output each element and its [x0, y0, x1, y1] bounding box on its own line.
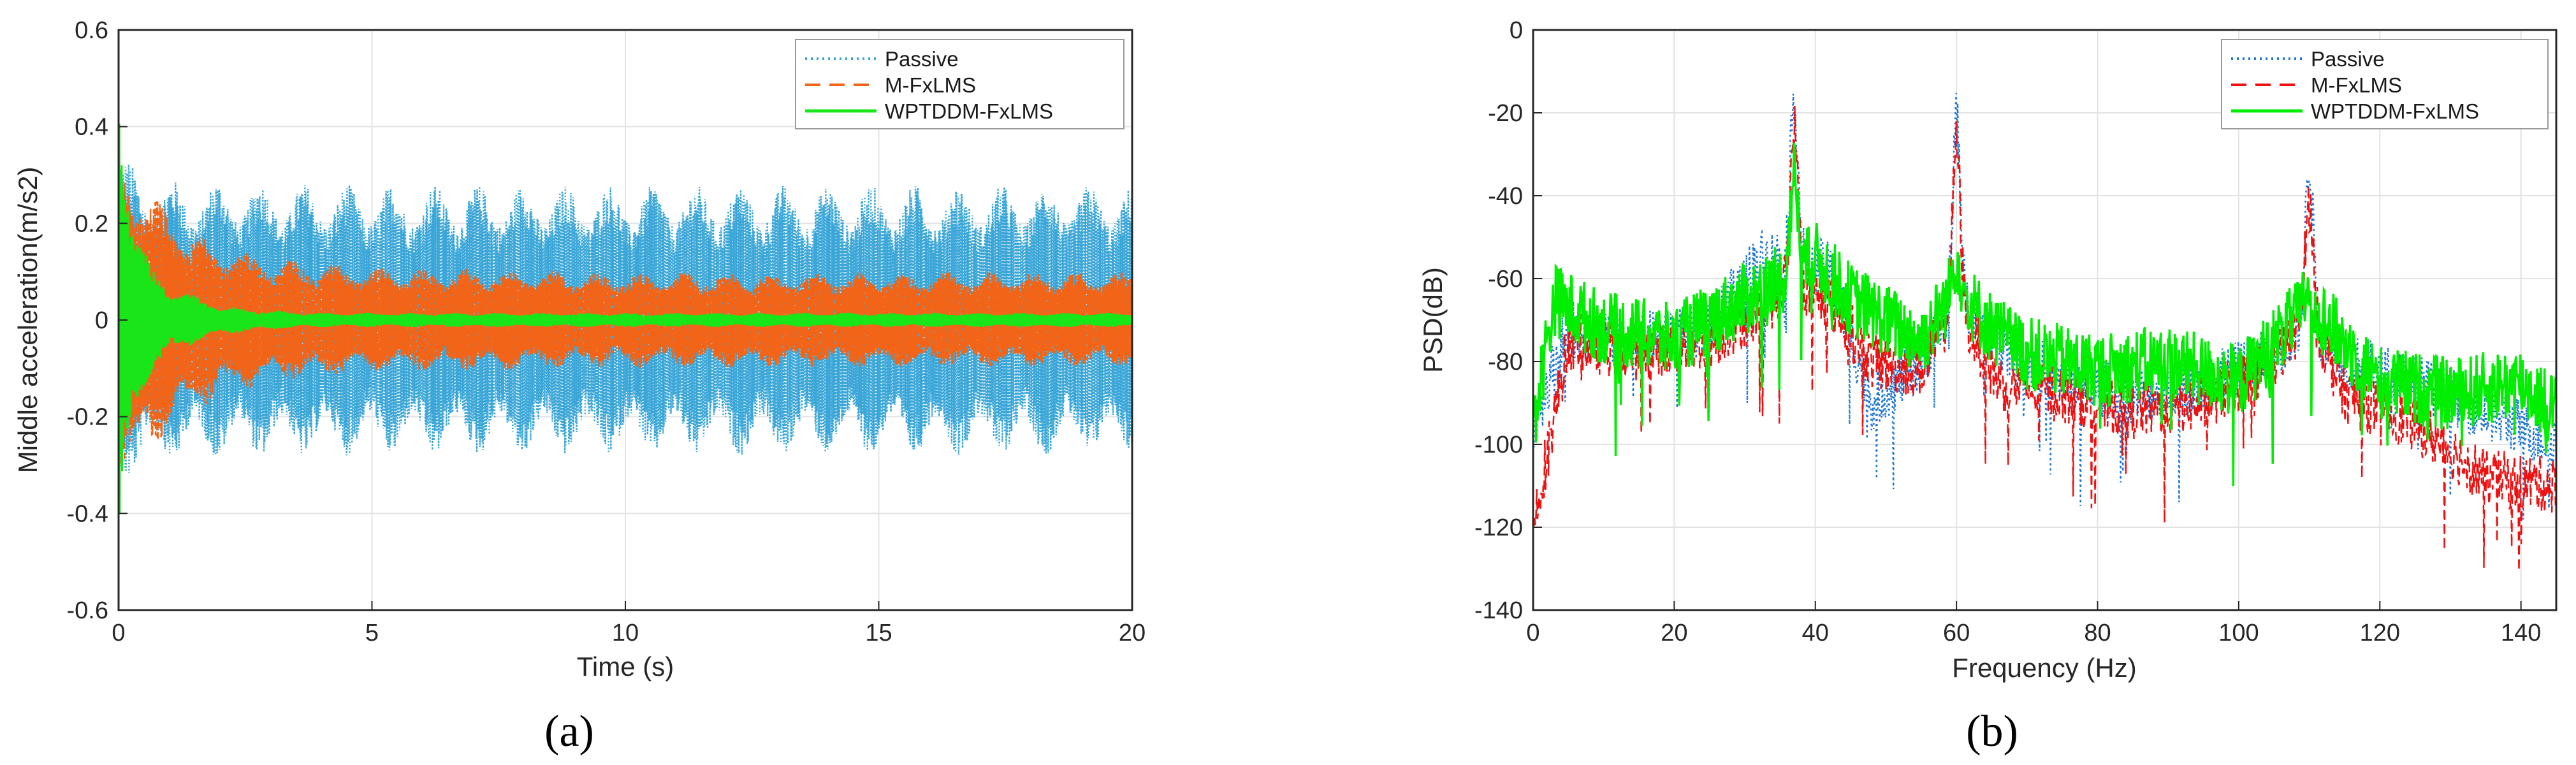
chart-b-1-ytick-label: -100 [1474, 432, 1523, 458]
chart-b-legend-label-passive: Passive [2311, 47, 2385, 71]
chart-a-0-ytick-label: -0.4 [67, 500, 108, 527]
chart-b-ylabel: PSD(dB) [1418, 267, 1448, 373]
chart-b: 0 20 40 60 80 100 120 140 -140 -120 -100 -80 -60 -40 -… [1418, 17, 2558, 756]
chart-a-ylabel: Middle acceleration(m/s2) [13, 167, 43, 474]
chart-a-legend-label-mfxlms: M-FxLMS [885, 73, 976, 97]
chart-a-0-xtick-label: 0 [112, 620, 125, 646]
chart-b-1-ytick-label: -40 [1488, 183, 1523, 210]
chart-b-1-xtick-label: 0 [1526, 620, 1539, 646]
chart-b-1-xtick-label: 140 [2501, 620, 2541, 646]
chart-a-0-xtick-label: 5 [365, 620, 379, 646]
chart-b-1-ytick-label: 0 [1510, 17, 1523, 44]
chart-b-traces [1532, 92, 2558, 571]
chart-a-0-ytick-label: 0.4 [75, 114, 108, 141]
chart-a-legend: Passive M-FxLMS WPTDDM-FxLMS [795, 39, 1124, 129]
chart-a-series-mfxlms [117, 171, 1133, 465]
chart-a-xlabel: Time (s) [577, 652, 674, 681]
chart-b-1-ytick-label: -20 [1488, 100, 1523, 127]
chart-a-series-wptddm [117, 112, 1133, 513]
chart-b-axes-box [1532, 29, 2558, 611]
chart-a-0-xtick-label: 10 [612, 620, 639, 646]
chart-b-series-wptddm [1532, 142, 2558, 486]
chart-a-0-ytick-label: -0.2 [67, 404, 108, 431]
chart-b-1-ytick-label: -120 [1474, 514, 1523, 541]
chart-b-panel-label: (b) [1966, 707, 2018, 756]
chart-b-legend: Passive M-FxLMS WPTDDM-FxLMS [2221, 39, 2549, 129]
chart-a-0-xtick-label: 15 [865, 620, 892, 646]
chart-a-legend-label-wptddm: WPTDDM-FxLMS [885, 99, 1053, 123]
chart-a-legend-box [795, 39, 1124, 129]
chart-a: 0 5 10 15 20-0.6-0.4-0.200.20.40.6 Time (s) … [13, 17, 1146, 756]
chart-b-legend-label-wptddm: WPTDDM-FxLMS [2311, 99, 2479, 123]
chart-b-1-xtick-label: 100 [2218, 620, 2259, 646]
chart-b-1-xtick-label: 40 [1802, 620, 1829, 646]
chart-b-1-xtick-label: 80 [2084, 620, 2111, 646]
chart-a-legend-label-passive: Passive [885, 47, 959, 71]
chart-a-ticks: 0 5 10 15 20 -0.6 -0.4 -0.2 0 0.2 0.4 0.6 [67, 17, 1146, 646]
chart-b-1-xtick-label: 20 [1661, 620, 1687, 646]
chart-a-0-ytick-label: 0 [95, 307, 108, 334]
chart-a-0-ytick-label: 0.2 [75, 210, 108, 237]
chart-b-1-xtick-label: 60 [1943, 620, 1970, 646]
chart-a-0-ytick-label: -0.6 [67, 597, 108, 624]
chart-b-legend-box [2221, 39, 2549, 129]
chart-a-traces [117, 112, 1133, 513]
chart-a-0-ytick-label: 0.6 [75, 17, 108, 44]
chart-b-1-ytick-label: -60 [1488, 266, 1523, 293]
chart-b-ticks: 0 20 40 60 80 100 120 140 -140 -120 -100 -80 -60 -40 -… [1474, 17, 2541, 646]
chart-a-0-xtick-label: 20 [1119, 620, 1146, 646]
chart-b-legend-label-mfxlms: M-FxLMS [2311, 73, 2402, 97]
chart-b-1-xtick-label: 120 [2360, 620, 2400, 646]
chart-a-panel-label: (a) [544, 707, 594, 756]
chart-b-1-ytick-label: -80 [1488, 349, 1523, 375]
chart-b-xlabel: Frequency (Hz) [1952, 653, 2136, 683]
chart-b-1-ytick-label: -140 [1474, 597, 1523, 624]
